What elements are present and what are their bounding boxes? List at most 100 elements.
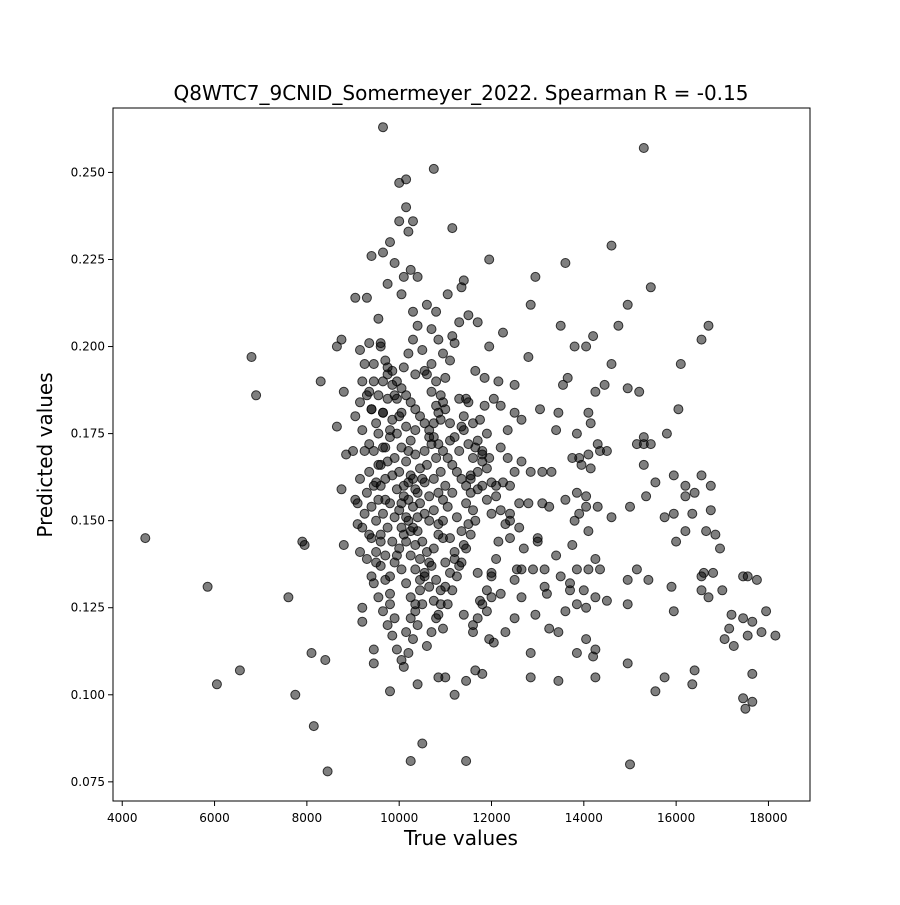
data-point xyxy=(463,519,474,530)
data-point xyxy=(650,477,661,488)
data-point xyxy=(403,226,414,237)
data-point xyxy=(641,491,652,502)
data-point xyxy=(514,522,525,533)
data-point xyxy=(357,425,368,436)
data-point xyxy=(359,446,370,456)
data-point xyxy=(493,376,504,387)
data-point xyxy=(357,616,368,627)
data-point xyxy=(481,494,492,505)
data-point xyxy=(491,491,502,502)
data-point xyxy=(394,177,405,188)
data-point xyxy=(571,428,582,439)
data-point xyxy=(357,602,368,613)
data-point xyxy=(331,341,342,352)
data-point xyxy=(445,418,455,429)
data-point xyxy=(308,721,319,732)
data-point xyxy=(451,512,462,523)
data-point xyxy=(546,466,557,477)
points-layer xyxy=(140,122,781,777)
data-point xyxy=(680,491,691,502)
data-point xyxy=(410,425,421,436)
data-point xyxy=(338,540,349,550)
data-point xyxy=(525,648,536,658)
data-point xyxy=(385,588,395,599)
data-point xyxy=(583,449,594,460)
data-point xyxy=(562,372,573,383)
data-point xyxy=(643,574,654,585)
data-point xyxy=(761,606,772,617)
data-point xyxy=(371,557,382,568)
data-point xyxy=(696,334,707,345)
x-tick-label: 4000 xyxy=(107,811,138,825)
x-axis-label: True values xyxy=(403,826,518,850)
data-point xyxy=(505,533,515,544)
data-point xyxy=(380,550,391,561)
data-point xyxy=(625,759,635,770)
data-point xyxy=(417,738,428,749)
data-point xyxy=(371,547,382,557)
data-point xyxy=(361,390,372,401)
data-point xyxy=(468,418,478,429)
data-point xyxy=(481,606,492,617)
data-point xyxy=(645,439,656,450)
data-point xyxy=(401,421,412,432)
data-point xyxy=(470,365,481,376)
y-tick-label: 0.125 xyxy=(71,601,105,615)
data-point xyxy=(724,623,735,634)
data-point xyxy=(715,543,725,554)
data-point xyxy=(431,574,442,585)
data-point xyxy=(438,446,448,456)
data-point xyxy=(622,299,633,310)
x-axis: 4000 6000 8000 10000 12000 14000 16000 18000 xyxy=(107,801,788,825)
data-point xyxy=(581,501,592,512)
data-point xyxy=(560,494,571,505)
data-point xyxy=(705,505,716,516)
data-point xyxy=(364,439,375,450)
data-point xyxy=(454,560,465,571)
data-point xyxy=(410,369,421,380)
data-point xyxy=(468,505,478,516)
data-point xyxy=(426,324,437,335)
data-point xyxy=(368,644,379,655)
data-point xyxy=(431,306,442,317)
data-point xyxy=(403,348,414,359)
data-point xyxy=(421,459,432,470)
data-point xyxy=(396,442,407,453)
data-point xyxy=(738,613,749,624)
data-point xyxy=(560,258,571,268)
data-point xyxy=(456,473,467,484)
data-point xyxy=(396,289,407,300)
data-point xyxy=(449,432,460,443)
data-point xyxy=(509,613,520,624)
data-point xyxy=(671,536,682,547)
data-point xyxy=(445,355,455,366)
data-point xyxy=(742,571,753,582)
data-point xyxy=(680,480,691,491)
data-point xyxy=(493,536,504,547)
data-point xyxy=(438,494,448,505)
data-point xyxy=(417,345,428,355)
data-point xyxy=(389,453,400,463)
data-point xyxy=(283,592,294,603)
data-point xyxy=(509,574,520,585)
data-point xyxy=(585,418,596,429)
data-point xyxy=(581,341,592,352)
data-point xyxy=(687,508,698,519)
data-point xyxy=(645,282,656,293)
data-point xyxy=(412,512,423,523)
data-point xyxy=(382,393,393,404)
x-tick-label: 18000 xyxy=(749,811,787,825)
data-point xyxy=(696,571,707,582)
data-point xyxy=(428,505,439,516)
data-point xyxy=(606,512,617,523)
data-point xyxy=(528,564,538,575)
data-point xyxy=(551,550,562,561)
data-point xyxy=(382,620,393,631)
data-point xyxy=(544,501,555,512)
data-point xyxy=(401,390,412,401)
data-point xyxy=(387,414,398,425)
data-point xyxy=(440,557,451,568)
data-point xyxy=(447,459,458,470)
data-point xyxy=(140,533,151,544)
data-point xyxy=(525,299,536,310)
